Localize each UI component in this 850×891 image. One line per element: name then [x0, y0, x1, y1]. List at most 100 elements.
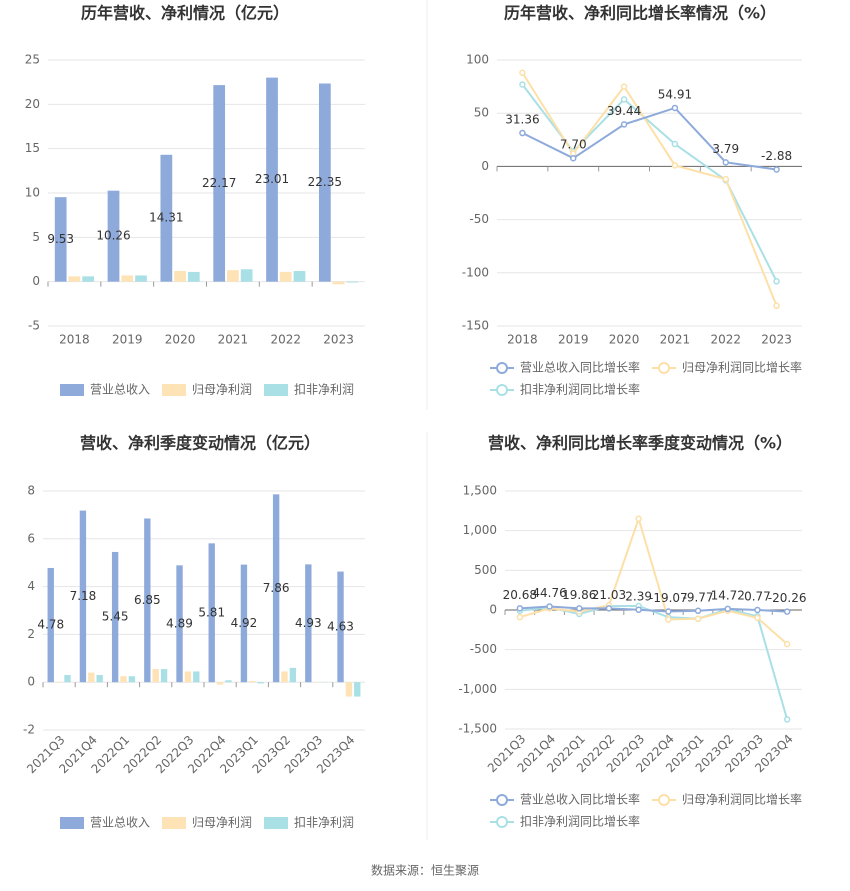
- point: [605, 605, 613, 612]
- line: [519, 605, 788, 613]
- value-label: 3.79: [712, 142, 739, 156]
- legend-label: 归母净利润同比增长率: [682, 792, 802, 807]
- x-tick-label: 2020: [609, 333, 640, 347]
- value-label: 5.81: [198, 605, 225, 619]
- bar: [345, 682, 353, 697]
- point: [519, 69, 526, 77]
- legend-swatch: [60, 817, 84, 829]
- y-tick-label: 50: [474, 106, 489, 120]
- y-tick-label: -50: [469, 212, 489, 226]
- y-tick-label: 500: [474, 563, 497, 577]
- y-tick-label: 0: [32, 274, 40, 288]
- value-label: 6.85: [134, 593, 161, 607]
- value-label: 44.76: [532, 586, 566, 600]
- bar: [152, 669, 159, 683]
- point: [519, 81, 526, 88]
- bar: [337, 571, 344, 683]
- y-tick-label: 0: [489, 603, 497, 617]
- legend-swatch: [162, 384, 186, 396]
- bar: [305, 564, 312, 683]
- point: [671, 104, 679, 112]
- bar: [216, 682, 224, 685]
- point: [516, 613, 524, 621]
- bar: [128, 676, 136, 683]
- value-label: 4.92: [231, 616, 258, 630]
- point: [620, 96, 628, 103]
- value-label: 14.31: [149, 211, 183, 225]
- legend-swatch: [658, 794, 670, 806]
- point: [754, 606, 761, 614]
- point: [773, 302, 780, 310]
- bar: [213, 85, 226, 282]
- y-tick-label: 2: [27, 627, 35, 641]
- value-label: 4.78: [37, 618, 64, 632]
- bar: [272, 494, 280, 683]
- x-tick-label: 2018: [507, 333, 538, 347]
- value-label: 31.36: [505, 113, 539, 127]
- legend-swatch: [264, 817, 288, 829]
- point: [783, 640, 791, 648]
- x-tick-label: 2023: [323, 333, 354, 347]
- point: [783, 608, 791, 615]
- bar: [160, 669, 168, 683]
- value-label: 23.01: [255, 172, 289, 186]
- legend-swatch: [162, 817, 186, 829]
- x-tick-label: 2019: [558, 333, 589, 347]
- point: [546, 603, 553, 610]
- bar: [208, 543, 215, 683]
- legend-label: 扣非净利润同比增长率: [520, 814, 640, 829]
- bar: [144, 518, 151, 683]
- bar: [135, 275, 147, 282]
- y-tick-label: 15: [25, 141, 40, 155]
- y-tick-label: -100: [462, 265, 489, 279]
- point: [694, 615, 702, 622]
- legend-label: 营业总收入同比增长率: [520, 360, 640, 375]
- bar: [281, 671, 288, 683]
- y-tick-label: 6: [27, 531, 35, 545]
- line: [521, 72, 778, 307]
- bar: [96, 675, 103, 683]
- y-tick-label: 100: [466, 53, 489, 67]
- y-tick-label: 8: [27, 484, 35, 498]
- x-tick-label: 2021: [218, 333, 249, 347]
- point: [620, 83, 628, 90]
- y-tick-label: -1,000: [458, 682, 497, 696]
- bar: [240, 564, 248, 683]
- value-label: -2.88: [761, 149, 792, 163]
- x-tick-label: 2019: [112, 333, 143, 347]
- legend-label: 扣非净利润: [294, 816, 354, 830]
- x-tick-label: 2022: [710, 333, 741, 347]
- line: [521, 106, 777, 171]
- y-tick-label: -150: [462, 319, 489, 333]
- chart-title: 历年营收、净利同比增长率情况（%）: [504, 4, 776, 23]
- point: [671, 140, 679, 148]
- bar: [187, 271, 200, 282]
- value-label: -9.77: [683, 590, 714, 604]
- legend-swatch: [658, 362, 670, 374]
- y-tick-label: -500: [470, 642, 497, 656]
- y-tick-label: -5: [28, 319, 40, 333]
- x-tick-label: 2023: [761, 333, 792, 347]
- value-label: 39.44: [607, 104, 641, 118]
- value-label: 7.18: [70, 589, 97, 603]
- bar: [64, 675, 71, 683]
- point: [516, 605, 524, 612]
- y-tick-label: 25: [25, 53, 40, 67]
- point: [665, 608, 672, 615]
- bar: [54, 197, 67, 282]
- value-label: 5.45: [102, 610, 129, 624]
- bar: [121, 275, 134, 282]
- bar: [176, 565, 183, 683]
- y-tick-label: 4: [27, 579, 35, 593]
- legend-swatch: [60, 384, 84, 396]
- value-label: 2.39: [625, 589, 652, 603]
- point: [665, 616, 672, 623]
- value-label: 0.77: [744, 589, 771, 603]
- point: [722, 175, 729, 183]
- bar: [184, 671, 192, 683]
- y-tick-label: 10: [25, 186, 40, 200]
- legend-label: 营业总收入: [90, 816, 150, 830]
- y-tick-label: 0: [481, 159, 489, 173]
- point: [570, 154, 577, 162]
